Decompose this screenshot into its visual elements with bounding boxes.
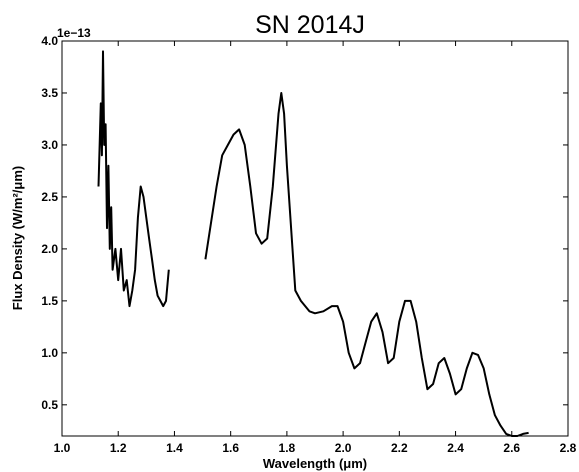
y-axis-label: Flux Density (W/m²/μm) <box>10 166 25 310</box>
x-tick-label: 2.8 <box>560 441 577 455</box>
spectrum-line-segment-2 <box>204 92 529 437</box>
x-tick-label: 1.4 <box>166 441 183 455</box>
y-tick-label: 3.5 <box>41 86 58 100</box>
x-tick-label: 1.0 <box>54 441 71 455</box>
y-offset-label: 1e−13 <box>57 26 91 40</box>
x-tick-label: 2.2 <box>391 441 408 455</box>
x-tick-label: 1.6 <box>222 441 239 455</box>
x-axis: 1.0 1.2 1.4 1.6 1.8 2.0 2.2 2.4 2.6 2.8 <box>54 41 577 455</box>
y-tick-label: 2.5 <box>41 190 58 204</box>
y-tick-label: 0.5 <box>41 398 58 412</box>
plot-frame <box>61 40 569 437</box>
series-layer <box>97 50 529 437</box>
y-tick-label: 2.0 <box>41 242 58 256</box>
y-tick-label: 3.0 <box>41 138 58 152</box>
spectrum-line-segment-1 <box>97 50 170 308</box>
y-tick-label: 1.0 <box>41 346 58 360</box>
y-tick-label: 4.0 <box>41 34 58 48</box>
x-tick-label: 2.6 <box>503 441 520 455</box>
x-tick-label: 2.4 <box>447 441 464 455</box>
x-axis-label: Wavelength (μm) <box>263 456 367 471</box>
x-tick-label: 1.2 <box>110 441 127 455</box>
x-tick-label: 1.8 <box>279 441 296 455</box>
y-tick-label: 1.5 <box>41 294 58 308</box>
y-axis: 0.5 1.0 1.5 2.0 2.5 3.0 3.5 4.0 <box>41 34 568 412</box>
chart-title: SN 2014J <box>255 11 365 39</box>
x-tick-label: 2.0 <box>335 441 352 455</box>
